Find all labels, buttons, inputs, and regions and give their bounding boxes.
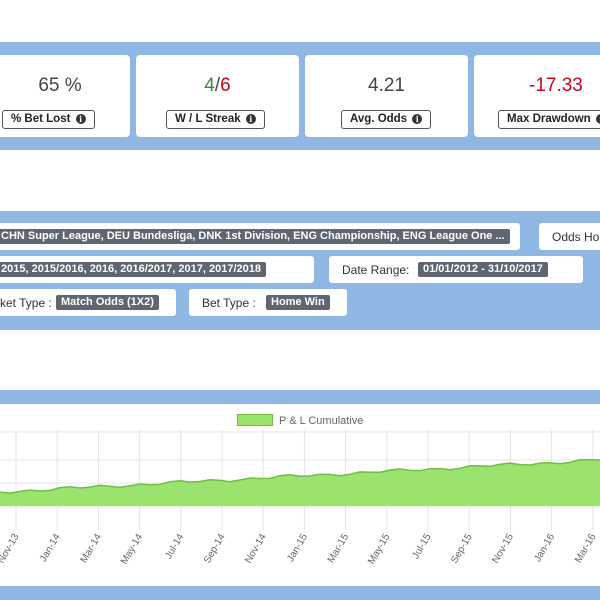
loss-streak: 6 [220,75,231,96]
max-drawdown-value: -17.33 [529,75,583,96]
wl-streak-label-button[interactable]: W / L Streak i [166,110,265,129]
bet-lost-value: 65 % [38,75,82,96]
x-tick-label: Mar-16 [573,532,599,565]
bet-type-filter[interactable]: Bet Type : Home Win [189,289,347,316]
season-filter-tag: 2015, 2015/2016, 2016, 2016/2017, 2017, … [0,262,266,277]
market-type-label: ket Type : [0,296,52,310]
bet-lost-label-button[interactable]: % Bet Lost i [2,110,95,129]
next-panel-header [0,586,600,600]
bet-type-label: Bet Type : [202,296,256,310]
league-filter-tag: CHN Super League, DEU Bundesliga, DNK 1s… [0,229,510,244]
x-axis-ticks: Nov-13 Jan-14 Mar-14 May-14 Jul-14 Sep-14 Nov-… [0,532,599,567]
legend-label[interactable]: P & L Cumulative [279,415,364,427]
x-tick-label: May-14 [119,532,145,567]
wl-streak-value: 4/6 [136,75,299,97]
x-tick-label: Nov-13 [0,532,22,566]
bet-type-tag: Home Win [266,295,330,310]
avg-odds-label-button[interactable]: Avg. Odds i [341,110,432,129]
date-range-tag: 01/01/2012 - 31/10/2017 [418,262,548,277]
x-tick-label: May-15 [366,532,392,567]
stat-card-bet-lost: 65 % % Bet Lost i [0,55,130,137]
info-icon[interactable]: i [595,114,600,124]
stat-card-avg-odds: 4.21 Avg. Odds i [305,55,468,137]
x-tick-label: Jan-16 [532,532,557,564]
chart-panel-header [0,390,600,404]
x-tick-label: Nov-15 [490,532,516,566]
odds-filter[interactable]: Odds Ho [539,223,600,250]
info-icon[interactable]: i [412,114,423,124]
x-tick-label: Jan-15 [285,532,310,564]
bet-lost-label: % Bet Lost [11,113,71,125]
avg-odds-value: 4.21 [368,75,405,96]
pl-cumulative-area [0,459,600,506]
max-drawdown-label-button[interactable]: Max Drawdown i [498,110,600,129]
odds-filter-label: Odds Ho [552,230,600,244]
streak-separator: / [214,75,221,96]
max-drawdown-label: Max Drawdown [507,113,591,125]
season-filter[interactable]: 2015, 2015/2016, 2016, 2016/2017, 2017, … [0,256,314,283]
x-tick-label: Sep-15 [449,532,475,566]
stat-card-wl-streak: 4/6 W / L Streak i [136,55,299,137]
pl-chart: Nov-13 Jan-14 Mar-14 May-14 Jul-14 Sep-14 Nov-… [0,430,600,567]
market-type-filter[interactable]: ket Type : Match Odds (1X2) [0,289,176,316]
x-tick-label: Nov-14 [243,532,269,566]
x-tick-label: Mar-14 [79,532,105,565]
stat-card-max-drawdown: -17.33 Max Drawdown i [474,55,600,137]
x-tick-label: Sep-14 [202,532,228,566]
x-tick-label: Jan-14 [38,532,63,564]
win-streak: 4 [204,75,215,96]
date-range-label: Date Range: [342,263,410,277]
x-tick-label: Jul-15 [410,532,433,561]
wl-streak-label: W / L Streak [175,113,241,125]
avg-odds-label: Avg. Odds [350,113,408,125]
x-tick-label: Mar-15 [326,532,352,565]
legend-swatch[interactable] [237,414,273,426]
info-icon[interactable]: i [245,114,256,124]
market-type-tag: Match Odds (1X2) [56,295,159,310]
date-range-filter[interactable]: Date Range: 01/01/2012 - 31/10/2017 [329,256,583,283]
league-filter[interactable]: CHN Super League, DEU Bundesliga, DNK 1s… [0,223,520,250]
x-tick-label: Jul-14 [163,532,186,561]
info-icon[interactable]: i [75,114,86,124]
pl-cumulative-line [0,458,600,494]
